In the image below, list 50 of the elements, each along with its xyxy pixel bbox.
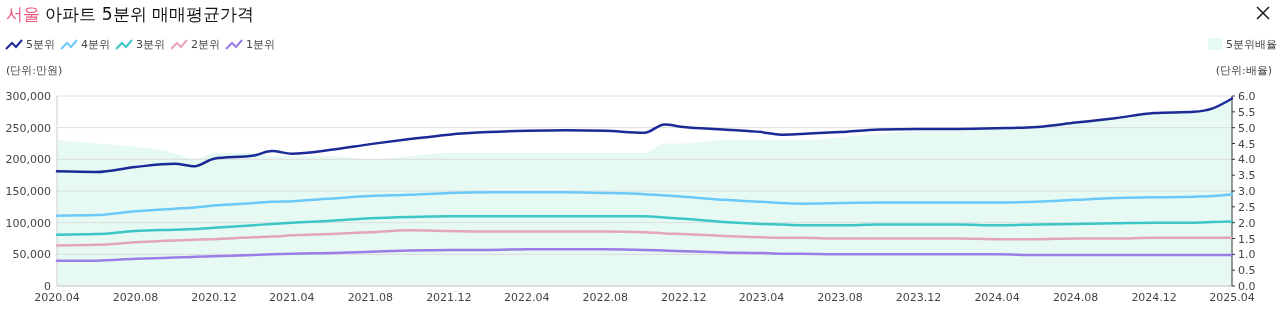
y2-tick-label: 0.5 — [1238, 264, 1256, 278]
x-tick-label: 2021.08 — [347, 291, 394, 304]
text: (단위:만원) — [6, 64, 63, 77]
y2-tick-label: 1.0 — [1238, 248, 1256, 262]
x-tick-label: 2023.12 — [895, 291, 942, 304]
y-tick-label: 150,000 — [5, 185, 51, 198]
y2-tick-label: 4.0 — [1238, 153, 1256, 167]
y2-tick-label: 1.5 — [1238, 232, 1256, 246]
y2-tick-label: 6.0 — [1238, 90, 1256, 103]
legend-label: 4분위 — [81, 38, 110, 51]
y-tick-label: 0 — [44, 280, 51, 293]
y2-tick-label: 2.5 — [1238, 200, 1256, 214]
line-series — [55, 248, 1234, 262]
x-tick-label: 2024.12 — [1131, 291, 1177, 304]
x-tick-label: 2025.04 — [1209, 291, 1255, 304]
y2-tick-label: 3.5 — [1238, 169, 1256, 183]
y-tick-label: 300,000 — [5, 90, 51, 103]
y2-tick-label: 4.5 — [1238, 137, 1256, 151]
legend-label: 5분위 — [26, 38, 55, 51]
y2-tick-label: 3.0 — [1238, 185, 1256, 198]
y-tick-label: 100,000 — [5, 216, 51, 230]
y-tick-label: 250,000 — [5, 121, 51, 135]
line-series — [55, 215, 1234, 236]
y2-tick-label: 0.0 — [1238, 280, 1256, 293]
x-tick-label: 2021.04 — [269, 291, 315, 304]
x-tick-label: 2020.04 — [34, 291, 80, 304]
x-tick-label: 2023.08 — [817, 291, 863, 304]
x-tick-label: 2022.08 — [582, 291, 628, 304]
x-tick-label: 2024.04 — [974, 291, 1020, 304]
line-series — [55, 97, 1234, 174]
line-series — [55, 229, 1234, 247]
x-tick-label: 2022.04 — [503, 291, 550, 304]
x-tick-label: 2020.08 — [112, 291, 159, 304]
x-tick-label: 2022.12 — [661, 291, 707, 304]
legend-label: 5분위배율 — [1226, 38, 1277, 51]
x-tick-label: 2024.08 — [1052, 291, 1099, 304]
text: (단위:배율) — [1215, 64, 1272, 77]
line-series — [55, 191, 1234, 217]
y2-tick-label: 5.0 — [1238, 121, 1256, 135]
legend-label: 1분위 — [246, 38, 275, 51]
y-tick-label: 50,000 — [12, 248, 51, 262]
y2-tick-label: 5.5 — [1238, 105, 1256, 119]
x-tick-label: 2020.12 — [191, 291, 237, 304]
legend-label: 3분위 — [136, 38, 165, 51]
y2-tick-label: 2.0 — [1238, 216, 1256, 230]
y-tick-label: 200,000 — [5, 153, 51, 167]
x-tick-label: 2021.12 — [426, 291, 472, 304]
x-tick-label: 2023.04 — [738, 291, 785, 304]
chart-title: 서울 아파트 5분위 매매평균가격 — [6, 4, 255, 24]
legend-label: 2분위 — [191, 38, 220, 51]
